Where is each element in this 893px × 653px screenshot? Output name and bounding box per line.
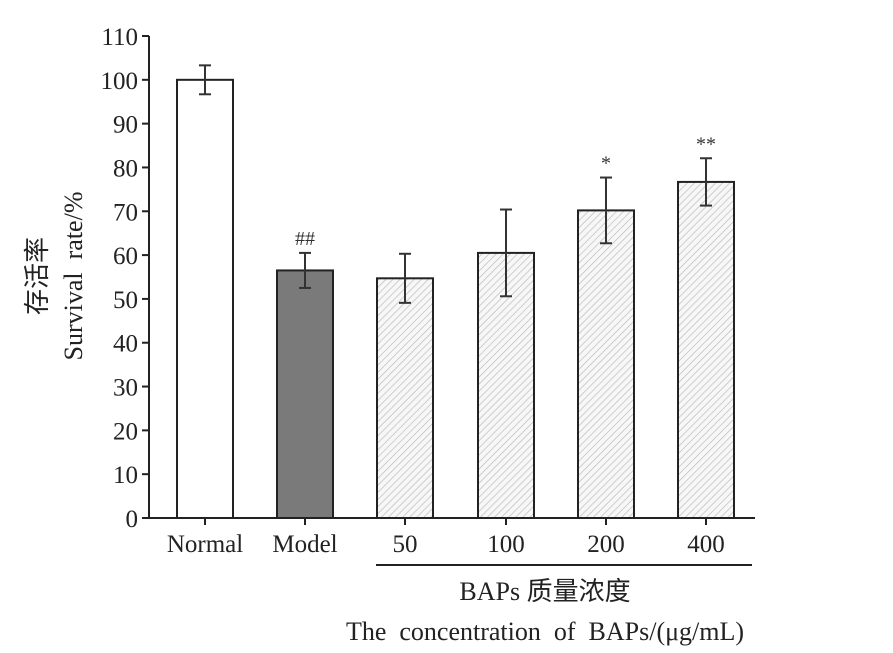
x-tick-label: 400 [687,531,725,558]
y-tick-label: 100 [101,68,139,95]
bar-200 [577,209,635,519]
y-axis-ticks: 0 10 20 30 40 50 60 70 80 90 100 110 [101,24,149,533]
concentration-group-label: BAPs 质量浓度 [459,577,630,606]
y-tick-label: 20 [113,418,138,445]
significance-mark: ** [696,133,716,155]
y-tick-label: 80 [113,155,138,182]
x-tick-label: Normal [167,531,243,558]
y-tick-label: 10 [113,462,138,489]
significance-mark: ## [295,228,315,250]
x-tick-label: 100 [487,531,525,558]
x-tick-label: 50 [393,531,418,558]
y-tick-label: 0 [126,506,139,533]
bar-Model [276,269,334,519]
bar-Normal [176,78,234,520]
y-tick-label: 70 [113,199,138,226]
bar-400 [677,180,735,519]
x-tick-label: 200 [587,531,625,558]
error-bars [199,64,712,304]
y-axis-label-zh: 存活率 [23,237,52,315]
significance-mark: * [601,153,611,175]
significance-annotations: ##*** [295,133,716,250]
bars [176,78,735,520]
x-axis-label: The concentration of BAPs/(μg/mL) [346,617,744,646]
y-tick-label: 50 [113,287,138,314]
x-axis-ticks: Normal Model 50 100 200 400 [167,518,725,558]
x-tick-label: Model [272,531,337,558]
y-tick-label: 90 [113,112,138,139]
y-tick-label: 40 [113,331,138,358]
y-tick-label: 110 [101,24,138,51]
y-axis-label: Survival rate/% [59,192,88,361]
y-tick-label: 60 [113,243,138,270]
y-tick-label: 30 [113,375,138,402]
bar-50 [376,277,434,519]
